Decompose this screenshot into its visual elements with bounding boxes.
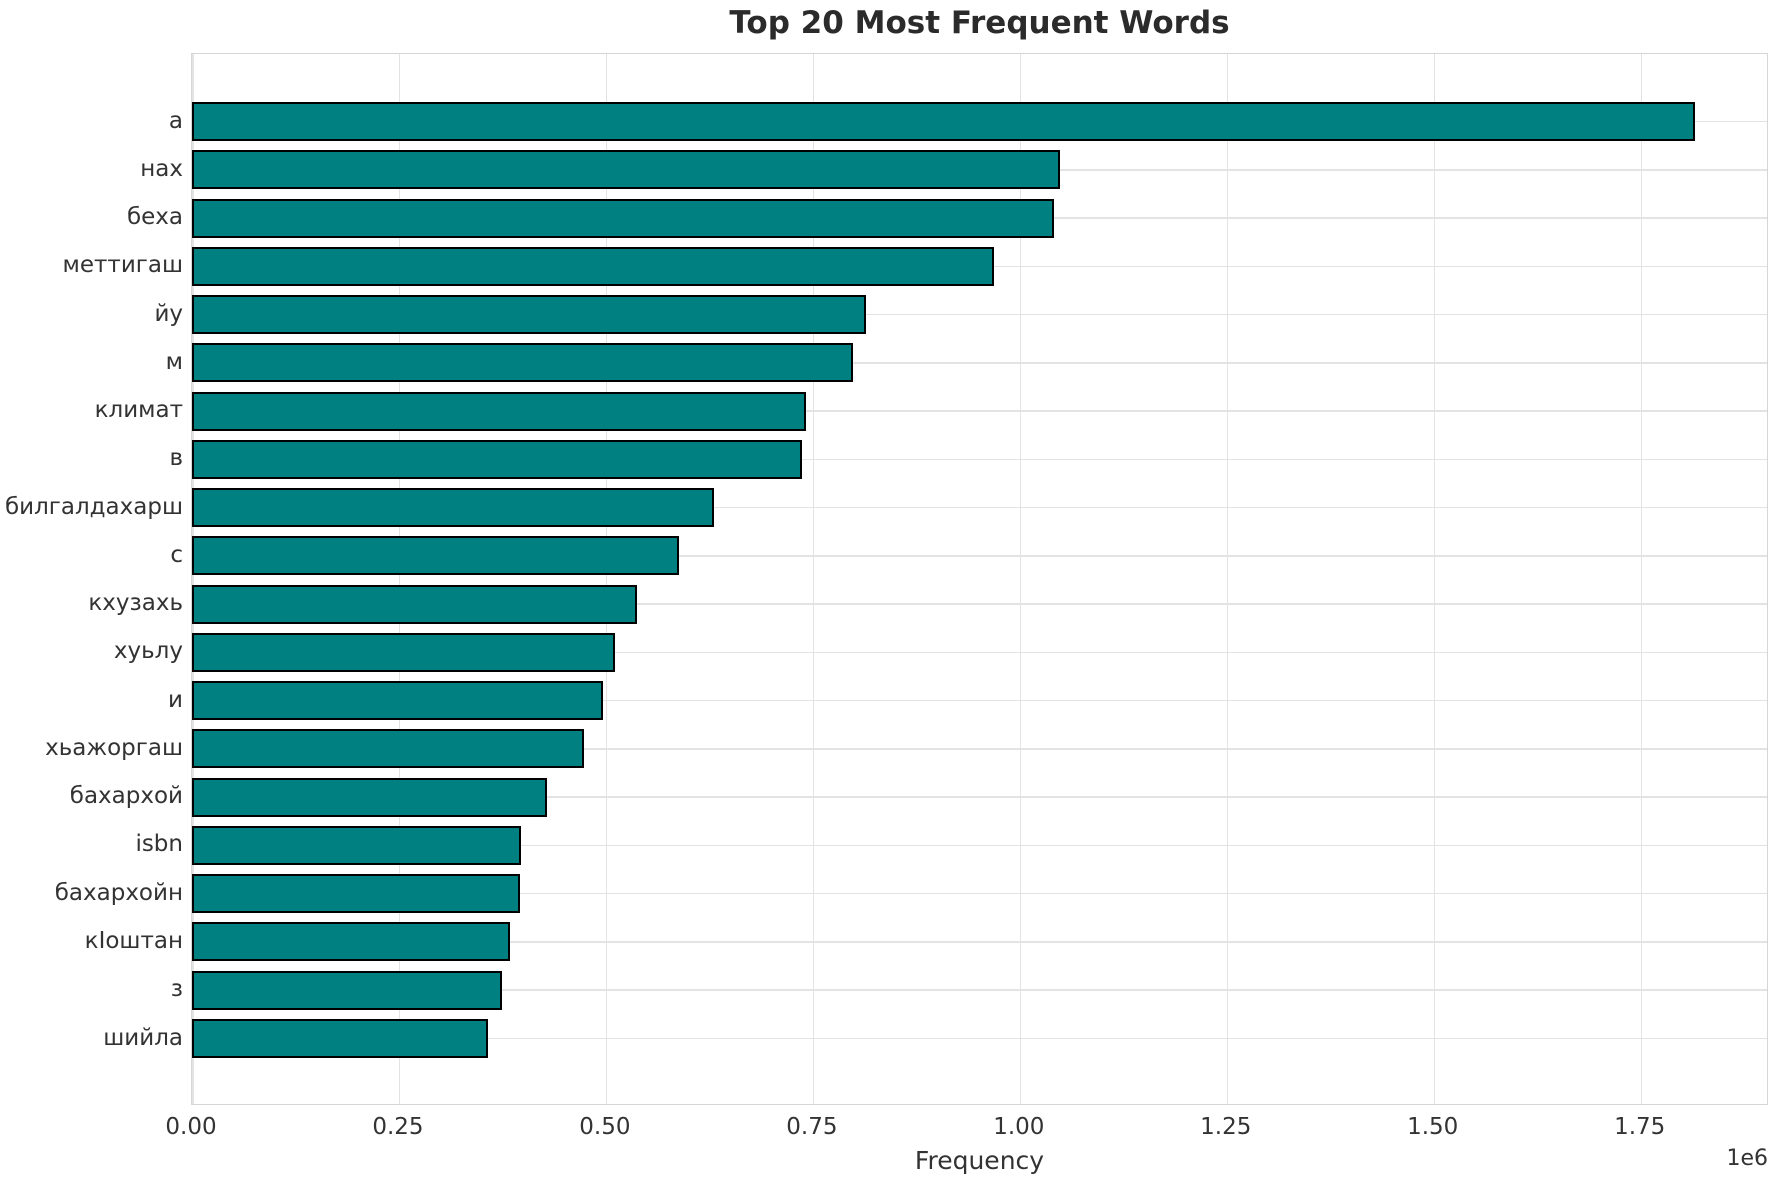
y-tick-label: бахархойн (54, 879, 183, 906)
gridline-vertical (1433, 54, 1436, 1104)
bar-нах (192, 150, 1060, 190)
y-tick-label: и (168, 686, 183, 713)
gridline-horizontal (192, 313, 1767, 316)
gridline-vertical (398, 54, 401, 1104)
gridline-horizontal (192, 603, 1767, 605)
bar-шийла (192, 1019, 488, 1058)
y-tick-label: йу (154, 300, 183, 327)
bar-а (192, 102, 1696, 141)
x-tick-label: 1.00 (993, 1114, 1045, 1140)
y-tick-label: бахархой (69, 783, 183, 810)
y-tick-label: беха (126, 204, 183, 231)
x-tick-label: 1.50 (1407, 1114, 1459, 1140)
gridline-horizontal (192, 410, 1767, 412)
gridline-horizontal (192, 1037, 1767, 1040)
y-tick-label: кIоштан (84, 927, 183, 954)
gridline-horizontal (192, 892, 1767, 895)
x-axis-label: Frequency (914, 1146, 1045, 1175)
gridline-horizontal (192, 941, 1767, 943)
y-tick-label: в (169, 445, 183, 472)
y-tick-label: а (168, 107, 183, 134)
gridline-horizontal (192, 699, 1767, 702)
gridline-horizontal (192, 748, 1767, 750)
y-tick-label: нах (140, 155, 183, 182)
x-tick-label: 1.25 (1200, 1114, 1252, 1140)
gridline-horizontal (192, 651, 1767, 654)
x-tick-label: 0.00 (165, 1114, 217, 1140)
y-tick-label: кхузахь (88, 590, 183, 617)
bar-з (192, 970, 502, 1010)
bar-кIоштан (192, 922, 510, 962)
x-tick-label: 0.25 (372, 1114, 424, 1140)
bar-и (192, 681, 603, 721)
bar-кхузахь (192, 584, 637, 624)
bar-йу (192, 295, 866, 335)
y-tick-label: с (170, 541, 183, 568)
x-tick-label: 0.75 (786, 1114, 838, 1140)
bar-в (192, 439, 803, 479)
axis-offset-multiplier: 1e6 (1726, 1146, 1768, 1171)
bar-беха (192, 198, 1054, 238)
gridline-horizontal (192, 555, 1767, 557)
gridline-vertical (1640, 54, 1643, 1104)
bar-климат (192, 391, 807, 431)
bar-м (192, 343, 853, 383)
y-tick-label: климат (94, 397, 183, 424)
gridline-vertical (192, 54, 194, 1104)
gridline-vertical (605, 54, 608, 1104)
chart-title: Top 20 Most Frequent Words (729, 5, 1230, 41)
gridline-horizontal (192, 989, 1767, 991)
y-tick-label: м (165, 348, 183, 375)
gridline-horizontal (192, 796, 1767, 798)
gridline-horizontal (192, 506, 1767, 509)
y-tick-label: шийла (103, 1024, 183, 1051)
x-tick-label: 0.50 (579, 1114, 631, 1140)
bar-билгалдахарш (192, 488, 714, 528)
gridline-vertical (812, 54, 815, 1104)
y-tick-label: хьажоргаш (45, 734, 183, 761)
gridline-horizontal (192, 362, 1767, 364)
bar-хуьлу (192, 632, 616, 672)
y-tick-label: хуьлу (113, 638, 183, 665)
bar-меттигаш (192, 246, 995, 286)
y-tick-label: isbn (135, 831, 183, 858)
x-tick-label: 1.75 (1614, 1114, 1666, 1140)
plot-area (191, 53, 1768, 1105)
gridline-horizontal (192, 844, 1767, 847)
gridline-vertical (1226, 54, 1229, 1104)
y-tick-label: меттигаш (62, 252, 183, 279)
bar-бахархойн (192, 874, 520, 914)
bar-бахархой (192, 777, 548, 817)
bar-isbn (192, 825, 521, 865)
gridline-vertical (1019, 54, 1022, 1104)
y-tick-label: билгалдахарш (4, 493, 183, 520)
gridline-horizontal (192, 458, 1767, 461)
y-tick-label: з (170, 976, 183, 1003)
bar-с (192, 536, 679, 576)
bar-хьажоргаш (192, 729, 584, 769)
